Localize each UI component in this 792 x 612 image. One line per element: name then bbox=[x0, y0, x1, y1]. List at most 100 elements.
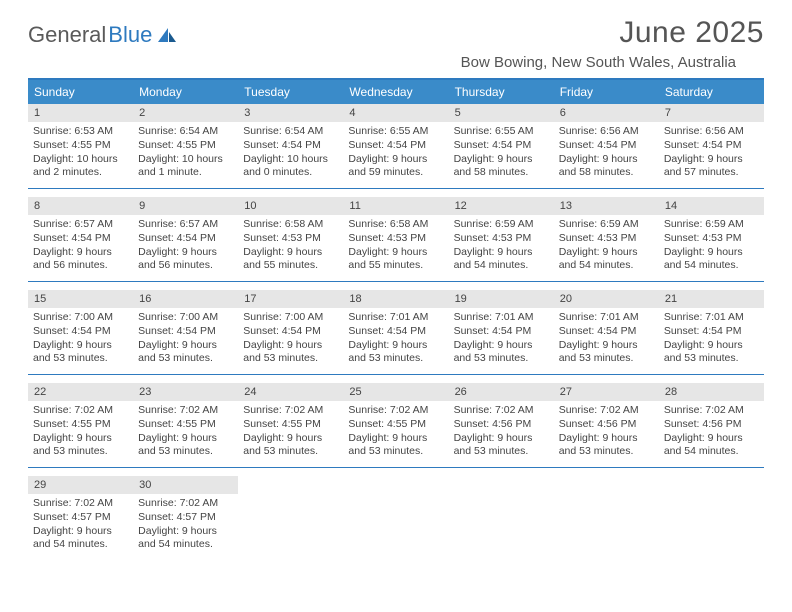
sunset-text: Sunset: 4:55 PM bbox=[243, 418, 338, 432]
sunrise-text: Sunrise: 6:53 AM bbox=[33, 125, 128, 139]
daylight-text: Daylight: 10 hours and 2 minutes. bbox=[33, 153, 128, 180]
daylight-text: Daylight: 9 hours and 53 minutes. bbox=[559, 432, 654, 459]
header: GeneralBlue June 2025 bbox=[0, 0, 792, 54]
day-body: Sunrise: 6:53 AMSunset: 4:55 PMDaylight:… bbox=[28, 122, 133, 183]
day-cell: 3Sunrise: 6:54 AMSunset: 4:54 PMDaylight… bbox=[238, 104, 343, 188]
day-cell: 10Sunrise: 6:58 AMSunset: 4:53 PMDayligh… bbox=[238, 197, 343, 281]
sunrise-text: Sunrise: 6:54 AM bbox=[138, 125, 233, 139]
dayhead-tue: Tuesday bbox=[238, 80, 343, 104]
day-body: Sunrise: 6:57 AMSunset: 4:54 PMDaylight:… bbox=[28, 215, 133, 276]
brand-text-2: Blue bbox=[108, 22, 152, 48]
daylight-text: Daylight: 9 hours and 54 minutes. bbox=[664, 432, 759, 459]
day-cell: 16Sunrise: 7:00 AMSunset: 4:54 PMDayligh… bbox=[133, 290, 238, 374]
sunrise-text: Sunrise: 7:02 AM bbox=[33, 497, 128, 511]
day-body: Sunrise: 7:00 AMSunset: 4:54 PMDaylight:… bbox=[133, 308, 238, 369]
sunset-text: Sunset: 4:53 PM bbox=[243, 232, 338, 246]
day-cell: 4Sunrise: 6:55 AMSunset: 4:54 PMDaylight… bbox=[343, 104, 448, 188]
day-body: Sunrise: 7:02 AMSunset: 4:56 PMDaylight:… bbox=[554, 401, 659, 462]
sunrise-text: Sunrise: 7:02 AM bbox=[454, 404, 549, 418]
day-body: Sunrise: 7:02 AMSunset: 4:55 PMDaylight:… bbox=[133, 401, 238, 462]
sunset-text: Sunset: 4:53 PM bbox=[664, 232, 759, 246]
day-body: Sunrise: 6:59 AMSunset: 4:53 PMDaylight:… bbox=[554, 215, 659, 276]
sunset-text: Sunset: 4:57 PM bbox=[33, 511, 128, 525]
day-body: Sunrise: 7:01 AMSunset: 4:54 PMDaylight:… bbox=[659, 308, 764, 369]
day-body: Sunrise: 6:56 AMSunset: 4:54 PMDaylight:… bbox=[554, 122, 659, 183]
day-body: Sunrise: 7:02 AMSunset: 4:56 PMDaylight:… bbox=[659, 401, 764, 462]
sunrise-text: Sunrise: 7:00 AM bbox=[33, 311, 128, 325]
dayhead-sun: Sunday bbox=[28, 80, 133, 104]
day-number: 29 bbox=[28, 476, 133, 494]
day-body: Sunrise: 6:58 AMSunset: 4:53 PMDaylight:… bbox=[238, 215, 343, 276]
day-body: Sunrise: 7:00 AMSunset: 4:54 PMDaylight:… bbox=[238, 308, 343, 369]
day-body: Sunrise: 6:58 AMSunset: 4:53 PMDaylight:… bbox=[343, 215, 448, 276]
daylight-text: Daylight: 9 hours and 53 minutes. bbox=[454, 339, 549, 366]
daylight-text: Daylight: 9 hours and 54 minutes. bbox=[138, 525, 233, 552]
sunrise-text: Sunrise: 6:59 AM bbox=[664, 218, 759, 232]
daylight-text: Daylight: 9 hours and 54 minutes. bbox=[559, 246, 654, 273]
day-number: 1 bbox=[28, 104, 133, 122]
sunset-text: Sunset: 4:54 PM bbox=[138, 325, 233, 339]
location-text: Bow Bowing, New South Wales, Australia bbox=[461, 54, 736, 71]
sunrise-text: Sunrise: 7:02 AM bbox=[138, 497, 233, 511]
dayhead-thu: Thursday bbox=[449, 80, 554, 104]
day-number: 27 bbox=[554, 383, 659, 401]
day-cell: 25Sunrise: 7:02 AMSunset: 4:55 PMDayligh… bbox=[343, 383, 448, 467]
daylight-text: Daylight: 9 hours and 53 minutes. bbox=[664, 339, 759, 366]
day-number: 19 bbox=[449, 290, 554, 308]
daylight-text: Daylight: 9 hours and 53 minutes. bbox=[243, 432, 338, 459]
sunset-text: Sunset: 4:53 PM bbox=[559, 232, 654, 246]
sunset-text: Sunset: 4:54 PM bbox=[664, 325, 759, 339]
day-body: Sunrise: 6:59 AMSunset: 4:53 PMDaylight:… bbox=[449, 215, 554, 276]
daylight-text: Daylight: 9 hours and 56 minutes. bbox=[138, 246, 233, 273]
sunrise-text: Sunrise: 6:59 AM bbox=[454, 218, 549, 232]
day-number: 8 bbox=[28, 197, 133, 215]
day-body: Sunrise: 7:02 AMSunset: 4:55 PMDaylight:… bbox=[238, 401, 343, 462]
day-cell: 7Sunrise: 6:56 AMSunset: 4:54 PMDaylight… bbox=[659, 104, 764, 188]
sunset-text: Sunset: 4:55 PM bbox=[33, 139, 128, 153]
day-number: 23 bbox=[133, 383, 238, 401]
day-body: Sunrise: 7:01 AMSunset: 4:54 PMDaylight:… bbox=[449, 308, 554, 369]
day-number: 24 bbox=[238, 383, 343, 401]
day-number: 4 bbox=[343, 104, 448, 122]
sunrise-text: Sunrise: 7:00 AM bbox=[138, 311, 233, 325]
day-cell: 24Sunrise: 7:02 AMSunset: 4:55 PMDayligh… bbox=[238, 383, 343, 467]
sunset-text: Sunset: 4:54 PM bbox=[454, 325, 549, 339]
day-cell: 6Sunrise: 6:56 AMSunset: 4:54 PMDaylight… bbox=[554, 104, 659, 188]
day-body: Sunrise: 6:54 AMSunset: 4:55 PMDaylight:… bbox=[133, 122, 238, 183]
daylight-text: Daylight: 9 hours and 53 minutes. bbox=[243, 339, 338, 366]
day-body: Sunrise: 6:55 AMSunset: 4:54 PMDaylight:… bbox=[343, 122, 448, 183]
day-number: 12 bbox=[449, 197, 554, 215]
brand-logo: GeneralBlue bbox=[28, 22, 178, 48]
sunset-text: Sunset: 4:55 PM bbox=[348, 418, 443, 432]
sunrise-text: Sunrise: 6:59 AM bbox=[559, 218, 654, 232]
week-row: 29Sunrise: 7:02 AMSunset: 4:57 PMDayligh… bbox=[28, 476, 764, 560]
day-cell bbox=[554, 476, 659, 560]
day-cell: 19Sunrise: 7:01 AMSunset: 4:54 PMDayligh… bbox=[449, 290, 554, 374]
sunrise-text: Sunrise: 6:58 AM bbox=[243, 218, 338, 232]
day-cell: 27Sunrise: 7:02 AMSunset: 4:56 PMDayligh… bbox=[554, 383, 659, 467]
day-cell: 18Sunrise: 7:01 AMSunset: 4:54 PMDayligh… bbox=[343, 290, 448, 374]
sunrise-text: Sunrise: 7:02 AM bbox=[559, 404, 654, 418]
title-box: June 2025 bbox=[619, 16, 764, 50]
day-body: Sunrise: 7:02 AMSunset: 4:55 PMDaylight:… bbox=[343, 401, 448, 462]
sunrise-text: Sunrise: 7:01 AM bbox=[454, 311, 549, 325]
sunset-text: Sunset: 4:54 PM bbox=[664, 139, 759, 153]
brand-sail-icon bbox=[156, 26, 178, 44]
sunrise-text: Sunrise: 6:57 AM bbox=[33, 218, 128, 232]
daylight-text: Daylight: 9 hours and 53 minutes. bbox=[348, 339, 443, 366]
sunrise-text: Sunrise: 6:56 AM bbox=[559, 125, 654, 139]
sunset-text: Sunset: 4:55 PM bbox=[138, 418, 233, 432]
day-number: 14 bbox=[659, 197, 764, 215]
weeks-container: 1Sunrise: 6:53 AMSunset: 4:55 PMDaylight… bbox=[28, 104, 764, 560]
sunrise-text: Sunrise: 6:58 AM bbox=[348, 218, 443, 232]
sunrise-text: Sunrise: 6:57 AM bbox=[138, 218, 233, 232]
daylight-text: Daylight: 9 hours and 57 minutes. bbox=[664, 153, 759, 180]
day-number: 18 bbox=[343, 290, 448, 308]
day-cell: 12Sunrise: 6:59 AMSunset: 4:53 PMDayligh… bbox=[449, 197, 554, 281]
day-cell: 1Sunrise: 6:53 AMSunset: 4:55 PMDaylight… bbox=[28, 104, 133, 188]
daylight-text: Daylight: 9 hours and 55 minutes. bbox=[348, 246, 443, 273]
dayhead-mon: Monday bbox=[133, 80, 238, 104]
sunset-text: Sunset: 4:55 PM bbox=[33, 418, 128, 432]
day-number: 7 bbox=[659, 104, 764, 122]
daylight-text: Daylight: 9 hours and 54 minutes. bbox=[454, 246, 549, 273]
